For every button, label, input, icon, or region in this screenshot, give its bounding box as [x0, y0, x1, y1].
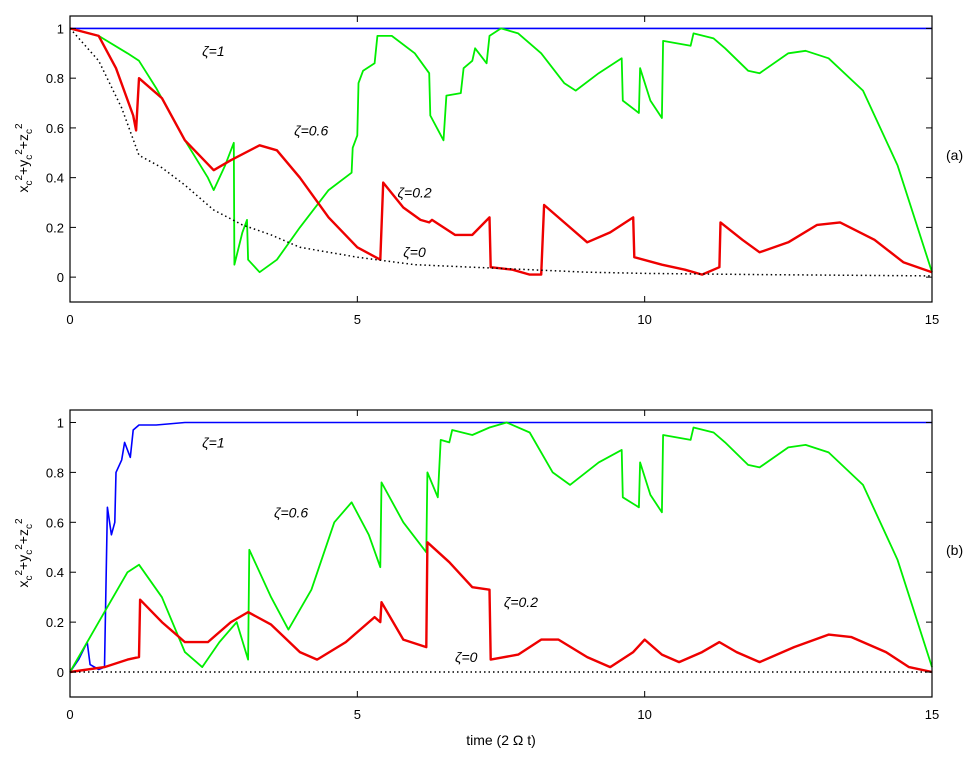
series-annotation: ζ=0.6 [294, 122, 328, 138]
y-tick-label: 0.6 [46, 515, 64, 530]
series-annotation: ζ=0.6 [274, 504, 308, 520]
x-tick-label: 0 [66, 707, 73, 722]
y-axis-label: xc2+yc2+zc2 [14, 123, 35, 193]
series-annotation: ζ=1 [202, 43, 224, 59]
plot-frame [69, 409, 933, 698]
series-line-1 [69, 27, 933, 274]
plot-frame [69, 15, 933, 303]
series-annotation: ζ=0 [455, 649, 478, 665]
y-tick-label: 0 [57, 665, 64, 680]
y-tick-label: 0.6 [46, 121, 64, 136]
x-tick-label: 5 [354, 707, 361, 722]
series-line-1 [69, 421, 933, 673]
y-tick-label: 0.4 [46, 171, 64, 186]
x-tick-label: 5 [354, 312, 361, 327]
y-tick-label: 0.2 [46, 615, 64, 630]
x-tick-label: 10 [637, 707, 651, 722]
series-line-2 [69, 541, 933, 674]
y-tick-label: 0.8 [46, 465, 64, 480]
x-axis-label: time (2 Ω t) [466, 732, 536, 748]
x-tick-label: 15 [925, 707, 939, 722]
series-annotation: ζ=0.2 [504, 594, 538, 610]
series-line-2 [69, 27, 933, 276]
y-tick-label: 1 [57, 21, 64, 36]
y-tick-label: 0 [57, 270, 64, 285]
y-tick-label: 1 [57, 415, 64, 430]
series-annotation: ζ=1 [202, 434, 224, 450]
series-annotation: ζ=0.2 [398, 185, 432, 201]
series-line-3 [69, 27, 933, 277]
panel-b: 0 5 10 15 0 0.2 0.4 0.6 0.8 1 ζ=1 ζ=0.6 ζ=0.2 ζ=0 (b) x… [14, 409, 963, 748]
x-tick-label: 10 [637, 312, 651, 327]
x-tick-label: 0 [66, 312, 73, 327]
y-tick-label: 0.4 [46, 565, 64, 580]
panel-label: (b) [946, 542, 963, 558]
panel-a: 0 5 10 15 0 0.2 0.4 0.6 0.8 1 ζ=1 ζ=0.6 ζ=0.2 ζ=0 (a) x… [14, 15, 963, 327]
y-axis-label: xc2+yc2+zc2 [14, 518, 35, 588]
series-annotation: ζ=0 [403, 244, 426, 260]
y-tick-label: 0.2 [46, 220, 64, 235]
panel-label: (a) [946, 147, 963, 163]
y-tick-label: 0.8 [46, 71, 64, 86]
x-tick-label: 15 [925, 312, 939, 327]
series-line-0 [69, 421, 932, 673]
